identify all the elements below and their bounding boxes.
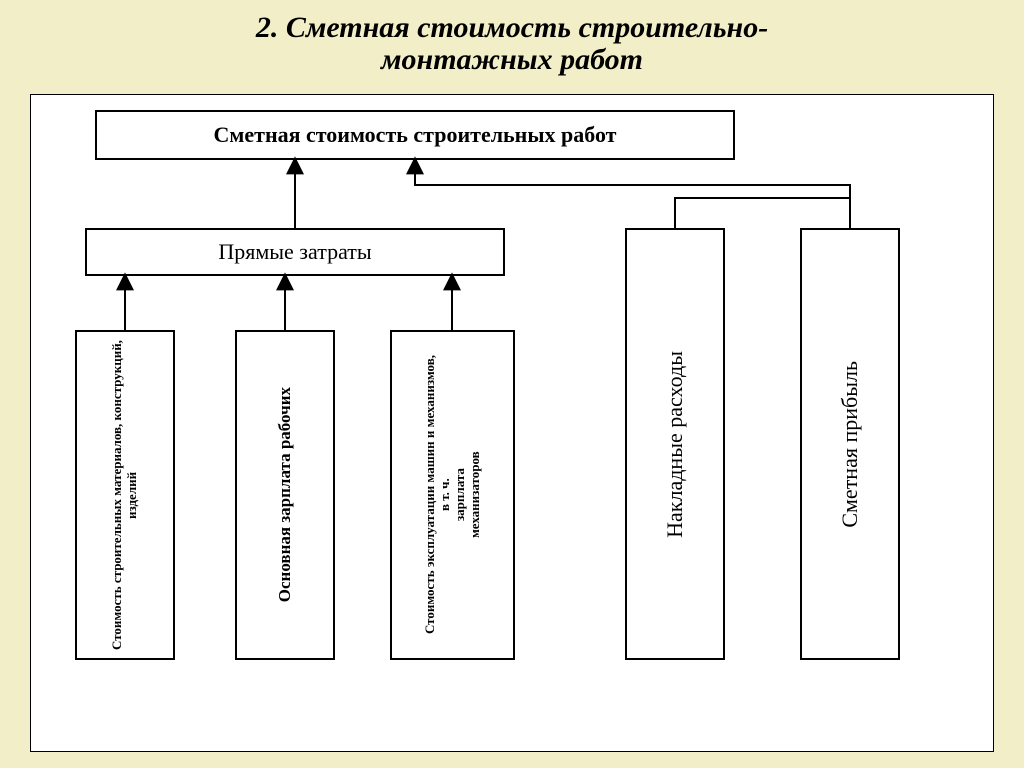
- node-top-label: Сметная стоимость строительных работ: [214, 122, 617, 148]
- node-profit: Сметная прибыль: [800, 228, 900, 660]
- node-materials: Стоимость строительных материалов, конст…: [75, 330, 175, 660]
- node-direct: Прямые затраты: [85, 228, 505, 276]
- node-wages: Основная зарплата рабочих: [235, 330, 335, 660]
- node-overhead-label: Накладные расходы: [662, 351, 687, 538]
- node-materials-label: Стоимость строительных материалов, конст…: [110, 332, 140, 658]
- slide: 2. Сметная стоимость строительно-монтажн…: [0, 0, 1024, 768]
- node-top: Сметная стоимость строительных работ: [95, 110, 735, 160]
- node-machinery: Стоимость эксплуатации машин и механизмо…: [390, 330, 515, 660]
- node-direct-label: Прямые затраты: [218, 239, 371, 265]
- node-wages-label: Основная зарплата рабочих: [275, 387, 295, 602]
- node-overhead: Накладные расходы: [625, 228, 725, 660]
- node-machinery-label: Стоимость эксплуатации машин и механизмо…: [423, 355, 483, 634]
- slide-title: 2. Сметная стоимость строительно-монтажн…: [0, 12, 1024, 75]
- node-profit-label: Сметная прибыль: [837, 361, 862, 528]
